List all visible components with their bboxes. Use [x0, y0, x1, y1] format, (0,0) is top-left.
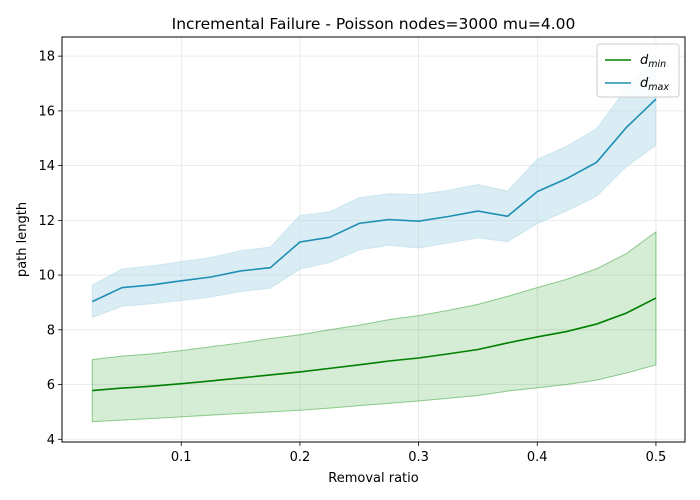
confidence-bands	[91, 52, 657, 423]
band-d_min	[91, 230, 657, 423]
y-tick-label: 8	[47, 323, 55, 338]
x-tick-label: 0.2	[290, 450, 311, 465]
legend-label-main: d	[640, 76, 649, 91]
y-tick-label: 14	[38, 159, 55, 174]
x-tick-label: 0.1	[171, 450, 192, 465]
y-tick-label: 6	[47, 378, 55, 393]
legend-label-subscript: max	[648, 82, 669, 93]
legend-label-main: d	[640, 53, 649, 68]
y-axis-label: path length	[15, 202, 30, 277]
x-axis-ticks: 0.1 0.2 0.3 0.4 0.5	[171, 442, 666, 465]
legend-label-d_max: dmax	[640, 76, 669, 93]
y-axis-ticks: 4 6 8 10 12 14 16 18	[38, 50, 62, 448]
y-tick-label: 4	[47, 433, 55, 448]
chart-title: Incremental Failure - Poisson nodes=3000…	[172, 15, 576, 33]
y-tick-label: 10	[38, 269, 55, 284]
plot-frame	[61, 36, 686, 443]
legend-label-subscript: min	[648, 59, 666, 70]
grid	[62, 37, 685, 442]
y-tick-label: 16	[38, 104, 55, 119]
x-tick-label: 0.4	[527, 450, 548, 465]
band-d_max	[91, 52, 657, 319]
y-tick-label: 12	[38, 214, 55, 229]
x-axis-label: Removal ratio	[328, 471, 418, 486]
series-line-d_min	[92, 297, 657, 392]
x-tick-label: 0.5	[646, 450, 667, 465]
legend-label-d_min: dmin	[640, 53, 666, 70]
x-tick-label: 0.3	[408, 450, 429, 465]
series-lines	[91, 98, 657, 392]
series-line-d_max	[91, 98, 657, 303]
y-tick-label: 18	[38, 50, 55, 65]
